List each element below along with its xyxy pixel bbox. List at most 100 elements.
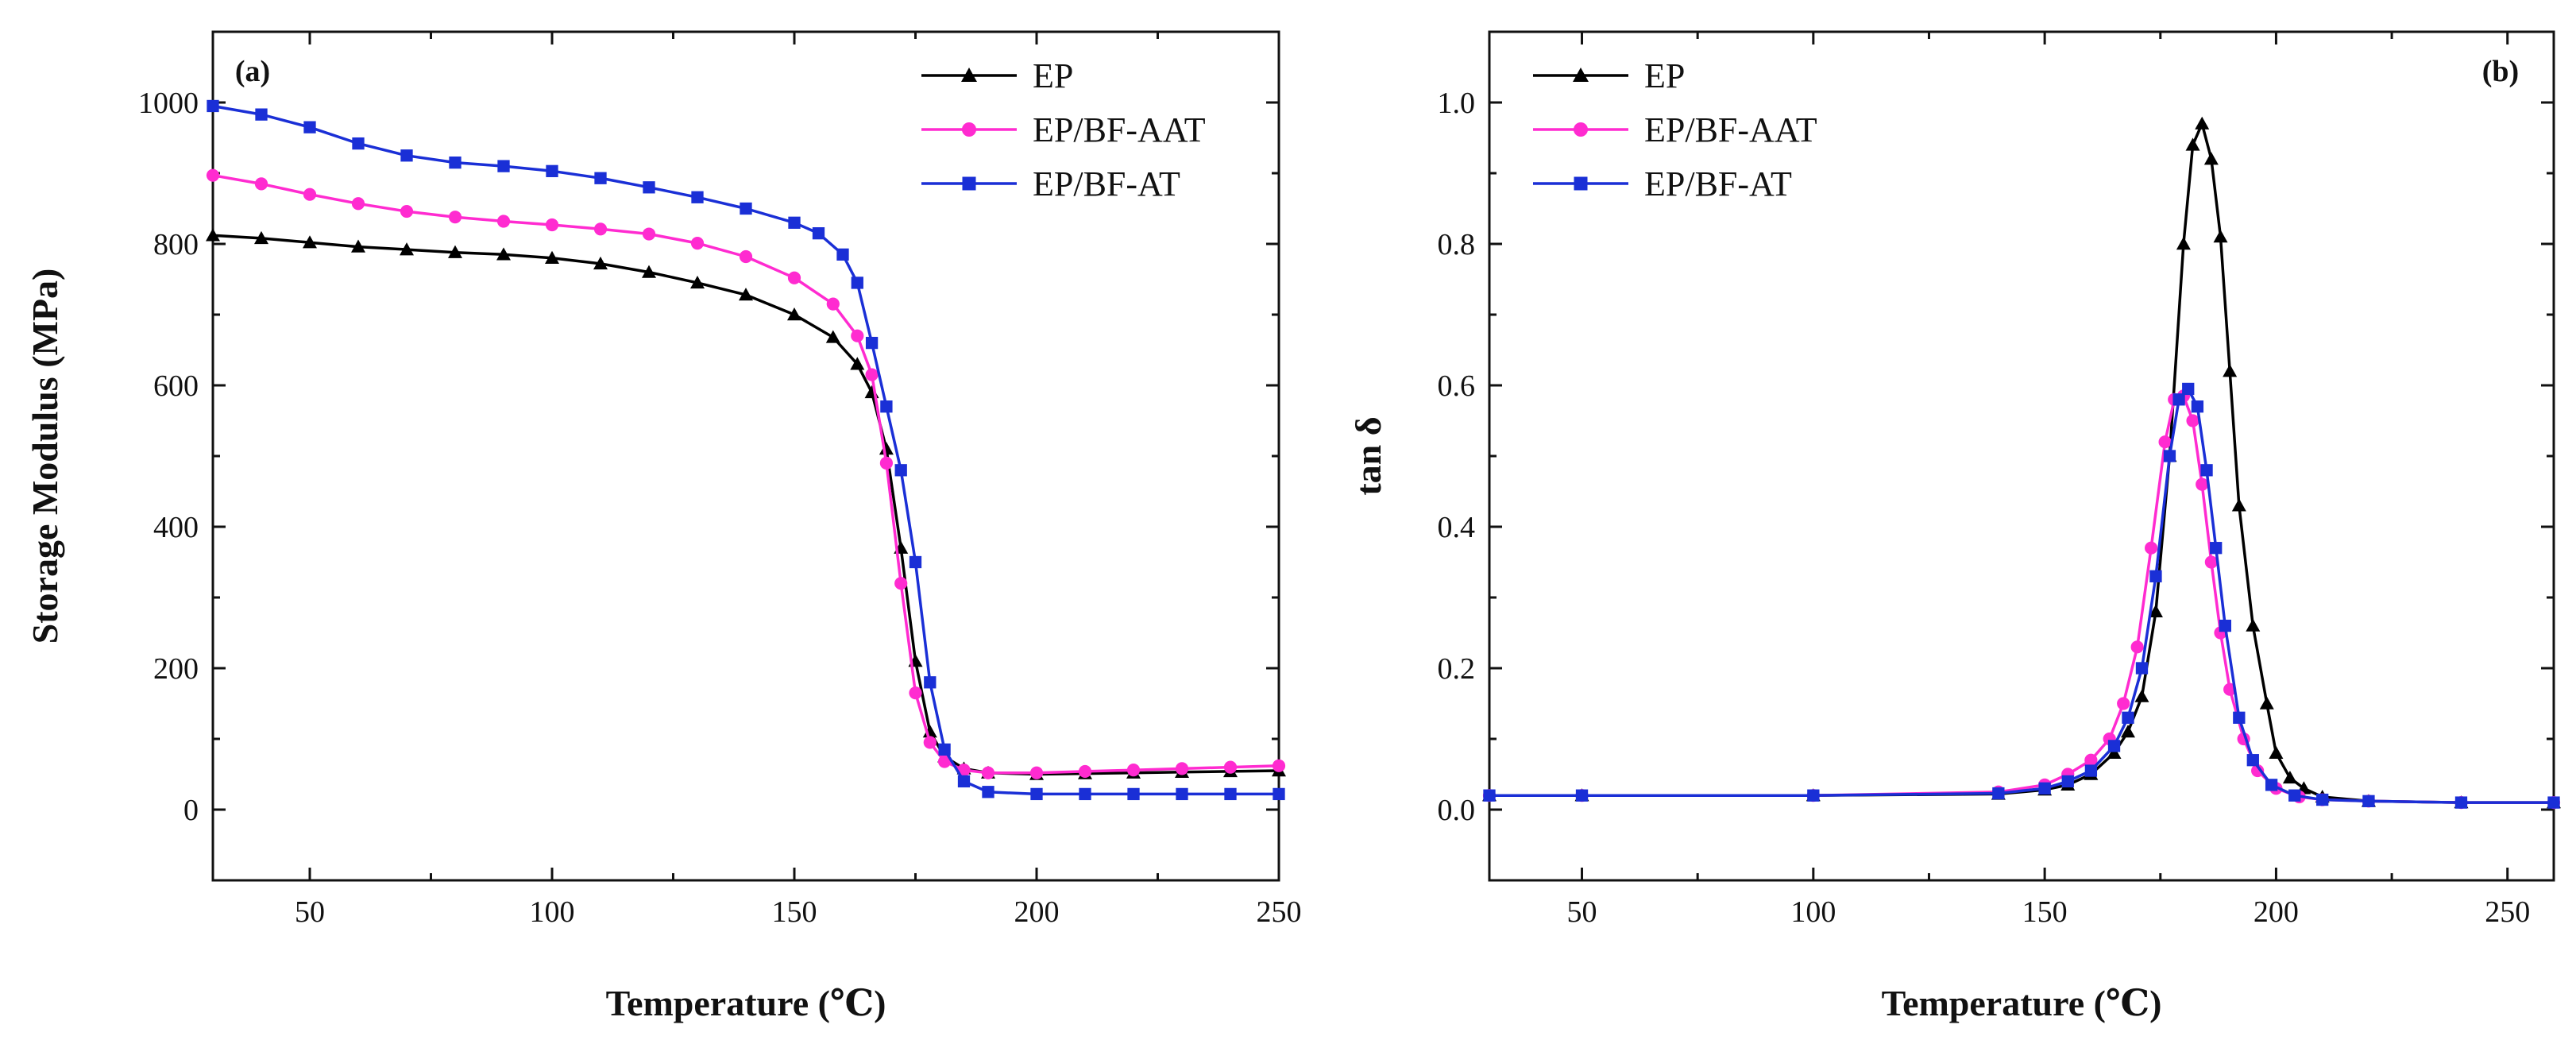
y-tick-label: 0.8 bbox=[1438, 228, 1476, 261]
legend-marker bbox=[962, 122, 976, 137]
y-tick-label: 1.0 bbox=[1438, 87, 1476, 120]
data-point bbox=[2130, 640, 2144, 654]
y-tick-label: 0 bbox=[183, 794, 199, 827]
legend-marker bbox=[1574, 176, 1588, 191]
data-point bbox=[2038, 782, 2051, 795]
data-point bbox=[982, 786, 994, 798]
data-point bbox=[2122, 711, 2134, 724]
data-point bbox=[303, 121, 316, 133]
legend-label: EP bbox=[1644, 56, 1685, 95]
data-point bbox=[206, 168, 220, 182]
data-point bbox=[2233, 711, 2246, 724]
data-point bbox=[851, 329, 864, 342]
x-axis-title: Temperature (℃) bbox=[606, 983, 886, 1023]
data-point bbox=[303, 235, 317, 249]
x-tick-label: 250 bbox=[1257, 895, 1302, 929]
legend-label: EP/BF-AAT bbox=[1033, 110, 1206, 149]
data-point bbox=[1029, 766, 1044, 779]
data-point bbox=[643, 181, 655, 194]
data-point bbox=[2200, 464, 2213, 477]
data-point bbox=[207, 99, 219, 113]
data-point bbox=[2172, 393, 2185, 406]
data-point bbox=[1224, 787, 1237, 801]
data-point bbox=[2454, 796, 2468, 809]
data-point bbox=[894, 577, 908, 590]
data-point bbox=[1273, 787, 1285, 801]
y-tick-label: 0.0 bbox=[1438, 794, 1476, 827]
data-point bbox=[2316, 793, 2329, 806]
data-point bbox=[2148, 604, 2163, 617]
series-line bbox=[1489, 387, 2554, 804]
data-point bbox=[879, 442, 894, 455]
data-point bbox=[2203, 152, 2219, 165]
data-point bbox=[254, 230, 268, 245]
data-point bbox=[254, 177, 268, 191]
data-point bbox=[2362, 795, 2375, 807]
x-tick-label: 50 bbox=[1567, 895, 1597, 929]
data-point bbox=[788, 216, 801, 229]
data-point bbox=[2191, 400, 2204, 413]
data-point bbox=[545, 250, 559, 264]
data-point bbox=[1175, 762, 1189, 775]
legend-marker bbox=[1573, 68, 1589, 82]
data-point bbox=[865, 368, 879, 381]
data-point bbox=[865, 336, 879, 350]
data-point bbox=[924, 676, 937, 689]
data-point bbox=[740, 202, 752, 215]
data-point bbox=[593, 222, 608, 236]
data-point bbox=[2185, 137, 2200, 151]
data-point bbox=[2163, 450, 2176, 462]
y-tick-label: 400 bbox=[153, 511, 199, 544]
y-tick-label: 0.6 bbox=[1438, 369, 1476, 403]
panel-label: (b) bbox=[2482, 55, 2519, 88]
series-line bbox=[212, 234, 1280, 776]
series-ep bbox=[1482, 116, 2561, 809]
plot-frame bbox=[1488, 30, 2555, 882]
data-point bbox=[2213, 230, 2228, 243]
series-ep-bf-at bbox=[1483, 382, 2560, 809]
data-point bbox=[2259, 696, 2274, 710]
data-point bbox=[496, 247, 511, 261]
data-point bbox=[497, 160, 510, 172]
data-point bbox=[2061, 775, 2074, 788]
series-ep-bf-at bbox=[207, 99, 1285, 801]
data-point bbox=[836, 248, 849, 261]
data-point bbox=[351, 197, 365, 211]
data-point bbox=[642, 227, 656, 241]
x-tick-label: 200 bbox=[1014, 895, 1060, 929]
data-point bbox=[864, 385, 879, 399]
data-point bbox=[400, 204, 414, 218]
data-point bbox=[593, 256, 608, 270]
data-point bbox=[787, 307, 801, 321]
x-tick-label: 150 bbox=[772, 895, 817, 929]
data-point bbox=[2121, 725, 2135, 738]
chart-panel-b: 50 100 150 200 250 0.0 0.2 0.4 0.6 0.8 1.0 Temperat… bbox=[1348, 30, 2561, 1023]
data-point bbox=[2117, 697, 2130, 710]
data-point bbox=[2107, 740, 2121, 752]
chart-panel-a: 50 100 150 200 250 0 200 400 600 800 1000 Temperatu… bbox=[25, 30, 1302, 1023]
y-tick-label: 0.2 bbox=[1438, 652, 1476, 686]
data-point bbox=[2134, 689, 2149, 702]
data-point bbox=[739, 288, 753, 301]
data-point bbox=[545, 218, 559, 232]
data-point bbox=[2186, 414, 2199, 427]
data-point bbox=[2084, 753, 2098, 767]
data-point bbox=[546, 164, 558, 177]
data-point bbox=[2282, 770, 2297, 784]
data-point bbox=[826, 297, 840, 311]
data-point bbox=[1272, 759, 1286, 772]
data-point bbox=[642, 265, 656, 278]
data-point bbox=[1126, 764, 1141, 777]
series-ep-bf-aat bbox=[206, 168, 1286, 779]
y-tick-label: 200 bbox=[153, 652, 199, 686]
data-point bbox=[255, 108, 268, 121]
series-line bbox=[212, 173, 1280, 775]
y-tick-label: 0.4 bbox=[1438, 511, 1476, 544]
panel-label: (a) bbox=[235, 55, 270, 88]
data-point bbox=[303, 188, 317, 201]
data-point bbox=[787, 271, 801, 284]
data-point bbox=[594, 172, 607, 184]
data-point bbox=[909, 555, 922, 569]
data-point bbox=[938, 743, 951, 756]
data-point bbox=[880, 400, 893, 413]
